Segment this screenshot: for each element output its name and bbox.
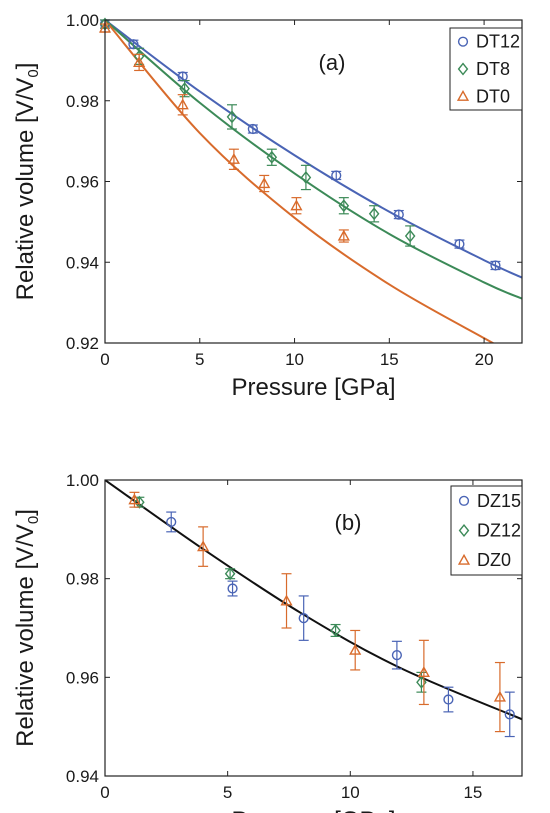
data-point	[300, 170, 312, 184]
legend-label-dz12: DZ12	[477, 521, 521, 541]
data-point	[290, 199, 303, 211]
data-point	[227, 152, 240, 164]
x-tick-label: 5	[223, 783, 232, 802]
panel-b-axes-box	[104, 479, 523, 777]
y-tick-label: 0.98	[66, 92, 99, 111]
x-tick-label: 15	[463, 783, 482, 802]
data-point	[490, 260, 501, 271]
y-axis-label-main: Relative volume [V/V	[12, 524, 39, 747]
legend-marker-dz15	[458, 495, 470, 506]
data-point	[226, 110, 238, 124]
panel-a: 0 5 10 15 20 0.92 0.94 0.96 0.98 1.00 Pressure [GP…	[12, 11, 523, 401]
series-dt12	[99, 18, 501, 271]
y-axis-label-main: Relative volume [V/V	[12, 78, 39, 301]
data-point	[338, 199, 350, 213]
fit-curve-dt8	[105, 20, 522, 300]
data-point	[404, 229, 416, 243]
legend-label-dz15: DZ15	[477, 491, 521, 511]
x-tick-label: 0	[100, 783, 109, 802]
x-tick-label: 10	[341, 783, 360, 802]
series-dz0	[128, 491, 507, 733]
series-dt0	[98, 21, 350, 243]
y-tick-label: 0.94	[66, 253, 99, 272]
data-point	[224, 567, 236, 581]
legend-marker-dt12	[457, 36, 469, 47]
y-tick-label: 1.00	[66, 11, 99, 30]
data-point	[331, 170, 342, 181]
y-axis-label-subscript: 0	[25, 516, 42, 524]
series-dz15	[166, 511, 515, 738]
data-point	[504, 709, 515, 720]
legend-marker-dt8	[457, 62, 469, 76]
y-axis-label-end: ]	[12, 63, 39, 70]
data-point	[227, 583, 238, 594]
x-axis-label: Pressure [GPa]	[231, 807, 395, 813]
panel-letter: (b)	[335, 510, 362, 535]
legend-label-dt0: DT0	[476, 86, 510, 106]
x-tick-label: 5	[195, 350, 204, 369]
x-tick-label: 10	[285, 350, 304, 369]
legend-box	[449, 27, 523, 111]
data-point	[417, 666, 430, 677]
fit-curve-dt0	[105, 20, 495, 343]
data-point	[280, 594, 293, 606]
data-point	[330, 623, 341, 637]
y-tick-label: 0.98	[66, 570, 99, 589]
data-point	[128, 39, 139, 50]
y-axis-label: Relative volume [V/V0]	[12, 509, 42, 747]
x-tick-label: 0	[100, 350, 109, 369]
y-tick-label: 0.94	[66, 767, 99, 786]
data-point	[391, 650, 403, 661]
data-point	[493, 690, 507, 702]
data-point	[197, 540, 210, 552]
data-point	[133, 56, 146, 67]
data-point	[128, 493, 141, 505]
legend-label-dt12: DT12	[476, 32, 520, 52]
data-point	[166, 516, 177, 528]
y-axis-label-end: ]	[12, 509, 39, 516]
data-point	[176, 98, 189, 110]
data-point	[443, 694, 454, 705]
y-tick-label: 1.00	[66, 471, 99, 490]
data-point	[337, 229, 350, 241]
y-tick-label: 0.96	[66, 668, 99, 687]
y-tick-label: 0.92	[66, 334, 99, 353]
x-tick-label: 15	[380, 350, 399, 369]
legend-marker-dz12	[458, 523, 470, 538]
y-tick-label: 0.96	[66, 173, 99, 192]
x-tick-label: 20	[475, 350, 494, 369]
panel-a-legend: DT12 DT8 DT0	[449, 27, 523, 111]
data-point	[454, 238, 465, 250]
series-dz12	[134, 495, 427, 693]
x-axis-label: Pressure [GPa]	[231, 374, 395, 401]
y-axis-label-subscript: 0	[25, 69, 42, 77]
y-axis-label: Relative volume [V/V0]	[12, 63, 42, 301]
legend-label-dz0: DZ0	[477, 550, 511, 570]
data-point	[368, 207, 380, 221]
legend-box	[450, 485, 523, 576]
data-point	[247, 123, 258, 135]
data-point	[393, 209, 404, 220]
legend-marker-dz0	[457, 553, 471, 565]
panel-letter: (a)	[319, 50, 346, 75]
data-point	[349, 643, 362, 655]
legend-marker-dt0	[456, 89, 470, 101]
data-point	[266, 150, 278, 164]
data-point	[258, 177, 271, 189]
data-point	[298, 613, 309, 624]
panel-b-legend: DZ15 DZ12 DZ0	[450, 485, 523, 576]
data-point	[179, 82, 190, 96]
legend-label-dt8: DT8	[476, 59, 510, 79]
panel-b: 0 5 10 15 0.94 0.96 0.98 1.00 Pressure [GPa] Rela…	[12, 471, 523, 813]
